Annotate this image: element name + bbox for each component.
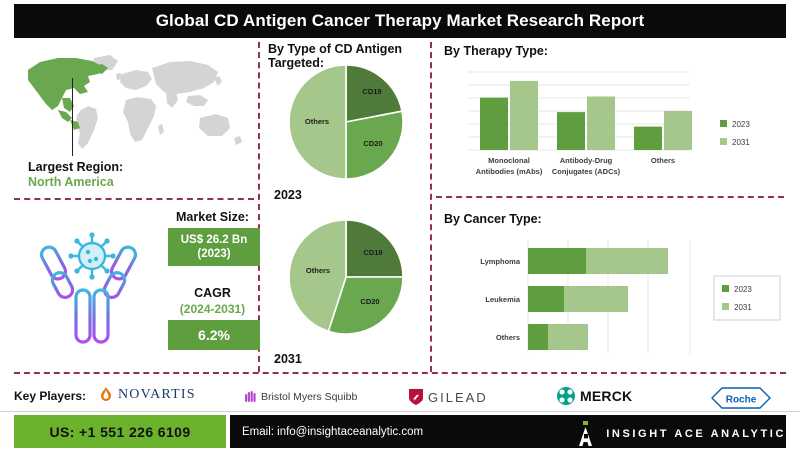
header-banner: Global CD Antigen Cancer Therapy Market … bbox=[14, 4, 786, 38]
largest-region-label: Largest Region: bbox=[28, 160, 124, 174]
merck-circle-icon bbox=[557, 387, 575, 405]
largest-region-value: North America bbox=[28, 175, 114, 189]
map-pointer-line bbox=[72, 78, 73, 156]
therapy-legend-label-2023: 2023 bbox=[732, 120, 750, 129]
cagr-label: CAGR bbox=[194, 286, 231, 300]
cancer-section-title: By Cancer Type: bbox=[444, 212, 542, 226]
bar-others-cancer-2023 bbox=[528, 324, 548, 350]
therapy-legend-label-2031: 2031 bbox=[732, 138, 750, 147]
logo-merck-text: MERCK bbox=[580, 388, 633, 404]
insightace-logo-icon bbox=[579, 421, 593, 446]
bar-adc-2023 bbox=[557, 112, 585, 150]
bar-others-cancer-2031 bbox=[548, 324, 588, 350]
pie-2023-label-cd20: CD20 bbox=[363, 139, 382, 148]
cagr-value: 6.2% bbox=[198, 327, 230, 343]
cancer-cat-leukemia: Leukemia bbox=[485, 295, 520, 304]
bar-leukemia-2031 bbox=[564, 286, 628, 312]
antigen-title-line1: By Type of CD Antigen bbox=[268, 42, 403, 56]
phone-bar: US: +1 551 226 6109 bbox=[14, 415, 226, 448]
cancer-legend-label-2031: 2031 bbox=[734, 303, 752, 312]
logo-bms-text: Bristol Myers Squibb bbox=[261, 391, 358, 403]
therapy-legend-swatch-2023 bbox=[720, 120, 727, 127]
key-players-label: Key Players: bbox=[14, 389, 87, 403]
brand-lockup: INSIGHT ACE ANALYTIC bbox=[575, 421, 786, 447]
phone-number: US: +1 551 226 6109 bbox=[49, 423, 191, 440]
market-size-value: US$ 26.2 Bn bbox=[180, 234, 248, 246]
logo-roche: Roche bbox=[710, 386, 772, 410]
gilead-shield-icon bbox=[409, 389, 423, 405]
pie-2031-year: 2031 bbox=[274, 352, 302, 366]
antigen-title-line2: Targeted: bbox=[268, 56, 325, 70]
market-size-label: Market Size: bbox=[176, 210, 249, 224]
therapy-cat-adc-line2: Conjugates (ADCs) bbox=[552, 167, 621, 176]
bms-hand-icon bbox=[245, 391, 256, 402]
cancer-legend-label-2023: 2023 bbox=[734, 285, 752, 294]
therapy-cat-adc-line1: Antibody-Drug bbox=[560, 156, 613, 165]
footer-divider bbox=[0, 411, 800, 412]
logo-gilead: GILEAD bbox=[408, 388, 488, 406]
divider-vertical-left bbox=[258, 42, 260, 372]
therapy-section-title: By Therapy Type: bbox=[444, 44, 548, 58]
email-bar: Email: info@insightaceanalytic.com bbox=[230, 415, 786, 448]
market-size-box: US$ 26.2 Bn (2023) bbox=[168, 228, 260, 266]
market-size-year: (2023) bbox=[197, 248, 231, 260]
divider-horizontal-bottom bbox=[14, 372, 786, 374]
cancer-cat-lymphoma: Lymphoma bbox=[480, 257, 521, 266]
logo-novartis-text: NOVARTIS bbox=[118, 387, 196, 402]
pie-2023-label-cd19: CD19 bbox=[362, 87, 381, 96]
logo-merck: MERCK bbox=[556, 386, 632, 406]
bar-adc-2031 bbox=[587, 96, 615, 150]
logo-bristol-myers-squibb: Bristol Myers Squibb bbox=[244, 390, 357, 404]
pie-2023-year: 2023 bbox=[274, 188, 302, 202]
cancer-legend-swatch-2023 bbox=[722, 285, 729, 292]
divider-horizontal-right bbox=[436, 196, 784, 198]
therapy-legend-swatch-2031 bbox=[720, 138, 727, 145]
bar-leukemia-2023 bbox=[528, 286, 564, 312]
logo-gilead-text: GILEAD bbox=[428, 389, 488, 405]
email-address: Email: info@insightaceanalytic.com bbox=[242, 425, 424, 438]
therapy-cat-mabs-line1: Monoclonal bbox=[488, 156, 530, 165]
bar-others-2031 bbox=[664, 111, 692, 150]
world-map bbox=[18, 48, 250, 158]
bar-others-2023 bbox=[634, 126, 662, 150]
bar-mabs-2031 bbox=[510, 80, 538, 150]
cancer-legend-swatch-2031 bbox=[722, 303, 729, 310]
pie-2031-label-cd20: CD20 bbox=[360, 297, 379, 306]
cagr-years: (2024-2031) bbox=[179, 302, 246, 316]
logo-novartis: NOVARTIS bbox=[98, 386, 196, 404]
therapy-cat-mabs-line2: Antibodies (mAbs) bbox=[476, 167, 543, 176]
roche-hexagon-icon: Roche bbox=[711, 387, 771, 409]
antigen-section-title: By Type of CD Antigen Targeted: bbox=[268, 42, 418, 70]
divider-vertical-right bbox=[430, 42, 432, 372]
antibody-icon bbox=[38, 228, 148, 348]
therapy-cat-others: Others bbox=[651, 156, 675, 165]
novartis-flame-icon bbox=[101, 387, 111, 401]
page-title: Global CD Antigen Cancer Therapy Market … bbox=[155, 11, 645, 30]
cagr-box: 6.2% bbox=[168, 320, 260, 350]
svg-text:Roche: Roche bbox=[726, 395, 757, 406]
cancer-type-chart: Lymphoma Leukemia Others 2023 2031 bbox=[440, 232, 790, 372]
bar-lymphoma-2031 bbox=[586, 248, 668, 274]
pie-2023-label-others: Others bbox=[305, 117, 329, 126]
pie-chart-2023: CD19 CD20 Others bbox=[281, 60, 411, 185]
bar-lymphoma-2023 bbox=[528, 248, 586, 274]
therapy-type-chart: Monoclonal Antibodies (mAbs) Antibody-Dr… bbox=[440, 62, 790, 190]
bar-mabs-2023 bbox=[480, 97, 508, 150]
pie-2031-label-others: Others bbox=[306, 266, 330, 275]
divider-horizontal-left bbox=[14, 198, 254, 200]
pie-chart-2031: CD19 CD20 Others bbox=[281, 215, 411, 345]
brand-name: INSIGHT ACE ANALYTIC bbox=[606, 428, 786, 440]
pie-2031-label-cd19: CD19 bbox=[363, 248, 382, 257]
cancer-cat-others: Others bbox=[496, 333, 520, 342]
